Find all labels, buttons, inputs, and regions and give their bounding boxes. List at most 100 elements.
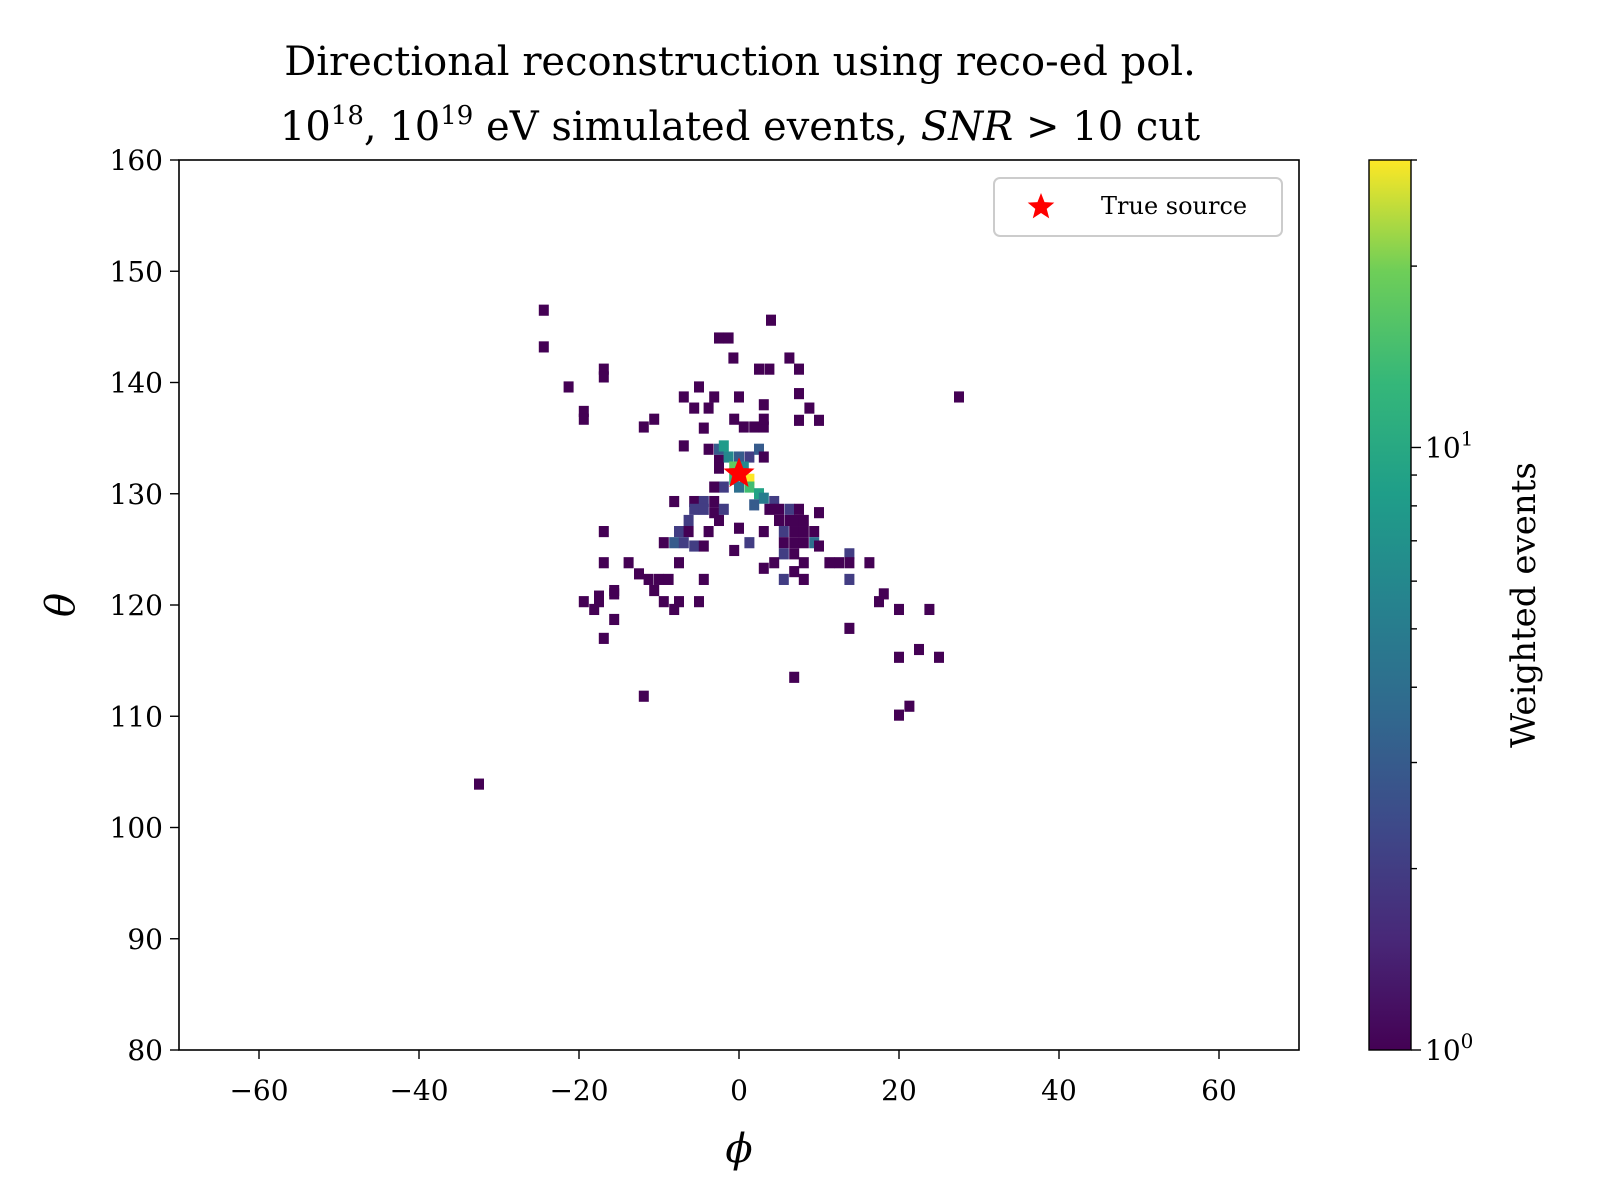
heatmap-bin bbox=[749, 499, 760, 511]
heatmap-bin bbox=[729, 413, 740, 425]
heatmap-bin bbox=[744, 451, 755, 463]
heatmap-bin bbox=[714, 454, 724, 466]
colorbar-tick-label: 101 bbox=[1425, 426, 1473, 464]
heatmap-bin bbox=[794, 414, 804, 426]
heatmap-bin bbox=[784, 514, 795, 527]
heatmap-bin bbox=[683, 514, 694, 527]
heatmap-bin bbox=[744, 537, 755, 549]
heatmap-bin bbox=[654, 573, 664, 585]
heatmap-bin bbox=[609, 588, 620, 600]
y-tick-label: 100 bbox=[110, 812, 163, 845]
heatmap-bin bbox=[766, 314, 776, 326]
heatmap-bin bbox=[764, 503, 775, 515]
heatmap-bin bbox=[758, 451, 769, 463]
heatmap-bin bbox=[643, 573, 654, 585]
heatmap-bin bbox=[934, 651, 944, 663]
chart-subtitle: 1018, 1019 eV simulated events, SNR > 10… bbox=[280, 101, 1200, 150]
heatmap-bin bbox=[769, 495, 780, 508]
heatmap-bin bbox=[744, 481, 755, 493]
heatmap-bin bbox=[798, 537, 809, 549]
heatmap-bin bbox=[609, 613, 620, 626]
heatmap-bin bbox=[703, 443, 714, 455]
heatmap-bin bbox=[924, 603, 935, 616]
heatmap-bin bbox=[538, 341, 549, 353]
heatmap-bin bbox=[663, 573, 674, 585]
subtitle-mid: eV simulated events, bbox=[473, 104, 920, 150]
heatmap-bin bbox=[689, 402, 700, 414]
heatmap-bin bbox=[678, 537, 689, 549]
heatmap-bin bbox=[824, 557, 835, 569]
heatmap-bin bbox=[714, 332, 724, 344]
heatmap-bin bbox=[734, 451, 744, 463]
heatmap-bin bbox=[894, 651, 904, 663]
heatmap-bin bbox=[674, 596, 684, 608]
heatmap-bin bbox=[698, 540, 709, 552]
heatmap-bin bbox=[844, 622, 855, 634]
subtitle-base-1: 10 bbox=[280, 104, 331, 150]
x-tick-label: −60 bbox=[229, 1074, 288, 1107]
y-tick-label: 90 bbox=[127, 923, 163, 956]
heatmap-bin bbox=[658, 596, 669, 608]
heatmap-bin bbox=[814, 540, 824, 552]
heatmap-bin bbox=[864, 557, 875, 569]
heatmap-bin bbox=[729, 544, 740, 557]
colorbar-label: Weighted events bbox=[1504, 462, 1544, 748]
colorbar: 100 101 Weighted events bbox=[1368, 159, 1544, 1067]
heatmap-bin bbox=[778, 573, 789, 585]
heatmap-bin bbox=[723, 451, 734, 463]
heatmap-bin bbox=[683, 526, 694, 538]
x-axis-label: ϕ bbox=[725, 1126, 752, 1172]
true-source-star-marker bbox=[723, 457, 755, 487]
heatmap-bin bbox=[718, 503, 729, 515]
heatmap-bin bbox=[638, 421, 649, 433]
heatmap-bin bbox=[789, 526, 800, 538]
heatmap-bin bbox=[874, 596, 884, 608]
heatmap-bin bbox=[709, 495, 720, 508]
heatmap-bin bbox=[778, 537, 789, 549]
heatmap-bin bbox=[794, 363, 804, 375]
heatmap-bin bbox=[669, 537, 680, 549]
x-tick-label: −20 bbox=[549, 1074, 608, 1107]
heatmap-bin bbox=[729, 461, 740, 473]
heatmap-bin bbox=[623, 557, 634, 569]
heatmap-bin bbox=[734, 391, 744, 403]
legend: True source bbox=[993, 177, 1283, 237]
heatmap-bin bbox=[694, 381, 704, 393]
heatmap-bin bbox=[789, 566, 800, 578]
x-tick-label: 60 bbox=[1201, 1074, 1237, 1107]
heatmap-bin bbox=[698, 573, 709, 585]
heatmap-bin bbox=[674, 557, 684, 569]
heatmap-bin bbox=[758, 413, 769, 425]
subtitle-sep: , bbox=[364, 104, 389, 150]
heatmap-bin bbox=[728, 352, 739, 364]
heatmap-bin bbox=[698, 422, 709, 434]
heatmap-bin bbox=[474, 778, 484, 790]
heatmap-bin bbox=[844, 557, 855, 569]
heatmap-bin bbox=[804, 402, 815, 414]
heatmap-bin bbox=[778, 526, 789, 538]
heatmap-bin bbox=[669, 603, 680, 616]
heatmap-bin bbox=[594, 596, 604, 608]
heatmap-bin bbox=[798, 526, 809, 538]
colorbar-gradient bbox=[1368, 159, 1412, 1051]
heatmap-bin bbox=[598, 632, 609, 644]
heatmap-bin bbox=[698, 503, 709, 515]
heatmap-bin bbox=[598, 363, 609, 375]
heatmap-bin bbox=[798, 573, 809, 585]
heatmap-bin bbox=[714, 462, 724, 474]
heatmap-bin bbox=[634, 568, 644, 580]
heatmap-bin bbox=[638, 690, 649, 702]
heatmap-bin bbox=[789, 671, 800, 683]
y-tick-label: 160 bbox=[110, 144, 163, 177]
heatmap-bin bbox=[598, 557, 609, 569]
heatmap-bin bbox=[758, 421, 769, 433]
heatmap-bin bbox=[709, 481, 720, 493]
heatmap-bin bbox=[598, 526, 609, 538]
heatmap-bin bbox=[798, 557, 809, 569]
heatmap-bin bbox=[784, 503, 795, 515]
plot-frame bbox=[178, 159, 1300, 1051]
heatmap-bin bbox=[738, 421, 749, 433]
heatmap-bin bbox=[709, 391, 720, 403]
y-tick-label: 110 bbox=[110, 700, 163, 733]
heatmap-bin bbox=[649, 413, 660, 425]
